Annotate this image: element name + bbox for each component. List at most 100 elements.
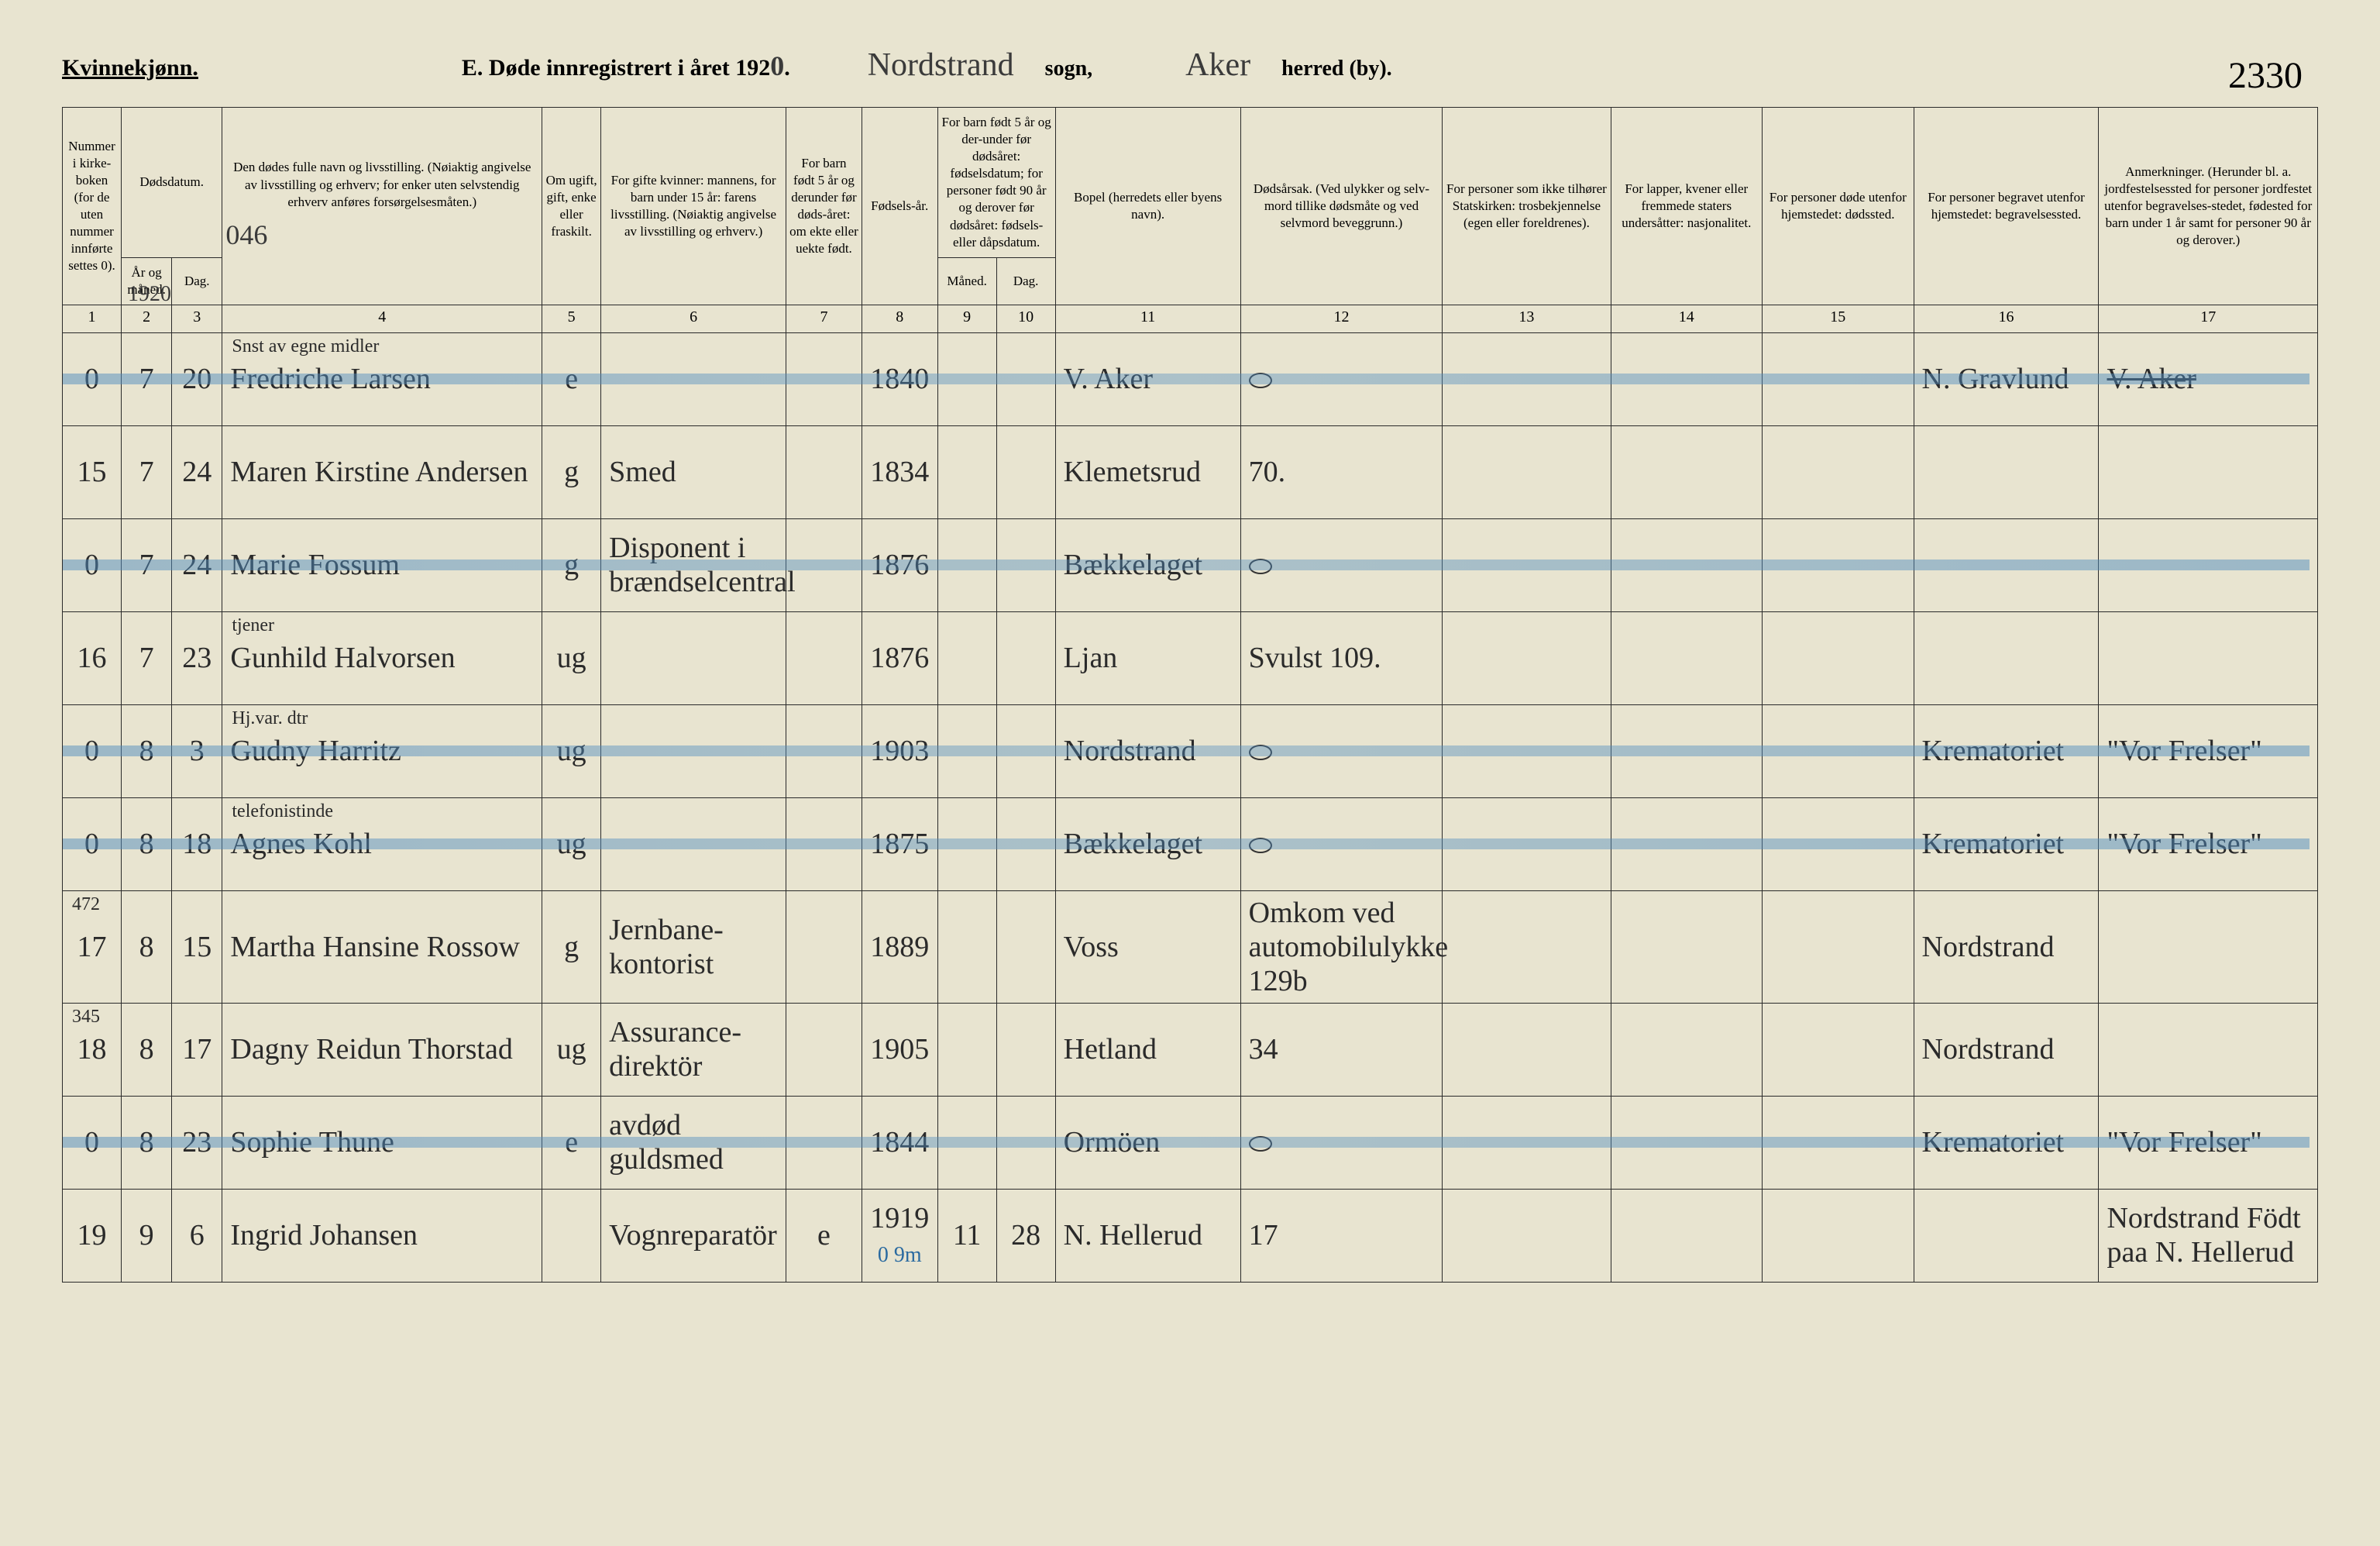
cell-c12 xyxy=(1240,332,1443,425)
colnum: 15 xyxy=(1763,305,1914,332)
cell-c9 xyxy=(937,1003,996,1096)
col-5-header: Om ugift, gift, enke eller fraskilt. xyxy=(542,108,601,305)
cell-c10 xyxy=(996,1003,1055,1096)
ledger-table: Nummer i kirke-boken (for de uten nummer… xyxy=(62,107,2318,1283)
cell-c7 xyxy=(786,1096,862,1189)
cell-c11: Ljan xyxy=(1055,611,1240,704)
cell-c1: 47217 xyxy=(63,890,122,1003)
cell-c13 xyxy=(1443,797,1611,890)
year-1920: 1920 xyxy=(128,282,171,307)
cell-c10 xyxy=(996,1096,1055,1189)
cell-c14 xyxy=(1611,890,1763,1003)
cell-c9 xyxy=(937,611,996,704)
page-number: 2330 xyxy=(2228,54,2303,97)
cell-c8: 1889 xyxy=(862,890,937,1003)
colnum: 10 xyxy=(996,305,1055,332)
cell-c3: 18 xyxy=(172,797,222,890)
cell-c4: telefonistindeAgnes Kohl xyxy=(222,797,542,890)
col-13-header: For personer som ikke tilhører Statskirk… xyxy=(1443,108,1611,305)
cell-c6: Smed xyxy=(601,425,786,518)
cell-c15 xyxy=(1763,518,1914,611)
colnum: 9 xyxy=(937,305,996,332)
cell-c15 xyxy=(1763,704,1914,797)
herred-value: Aker xyxy=(1185,46,1250,84)
cell-c14 xyxy=(1611,797,1763,890)
cell-c16 xyxy=(1914,1189,2099,1282)
cell-c3: 6 xyxy=(172,1189,222,1282)
cell-c8: 1834 xyxy=(862,425,937,518)
cell-c13 xyxy=(1443,611,1611,704)
cell-c15 xyxy=(1763,890,1914,1003)
gender-heading: Kvinnekjønn. xyxy=(62,55,198,81)
cell-c5: ug xyxy=(542,611,601,704)
cell-c9: 11 xyxy=(937,1189,996,1282)
cell-c6: avdød guldsmed xyxy=(601,1096,786,1189)
colnum: 6 xyxy=(601,305,786,332)
cell-c14 xyxy=(1611,704,1763,797)
col-11-header: Bopel (herredets eller byens navn). xyxy=(1055,108,1240,305)
cell-c13 xyxy=(1443,518,1611,611)
cell-c14 xyxy=(1611,518,1763,611)
col-16-header: For personer begravet utenfor hjemstedet… xyxy=(1914,108,2099,305)
col-17-header: Anmerkninger. (Herunder bl. a. jordfeste… xyxy=(2099,108,2318,305)
cell-c7 xyxy=(786,332,862,425)
table-row: 0818telefonistindeAgnes Kohlug1875Bækkel… xyxy=(63,797,2318,890)
table-row: 15724Maren Kirstine AndersengSmed1834Kle… xyxy=(63,425,2318,518)
cell-c5: g xyxy=(542,425,601,518)
cell-c5: e xyxy=(542,1096,601,1189)
cell-c10 xyxy=(996,611,1055,704)
year-suffix: 0 xyxy=(770,50,784,81)
cell-c15 xyxy=(1763,425,1914,518)
cell-c7 xyxy=(786,425,862,518)
cell-c5: g xyxy=(542,890,601,1003)
col-4-header: Den dødes fulle navn og livsstilling. (N… xyxy=(222,108,542,305)
cell-c17 xyxy=(2099,1003,2318,1096)
cell-c16: Nordstrand xyxy=(1914,1003,2099,1096)
cell-c13 xyxy=(1443,1189,1611,1282)
section-heading: E. Døde innregistrert i året 1920. xyxy=(462,50,790,82)
cell-c11: Voss xyxy=(1055,890,1240,1003)
col-1-header: Nummer i kirke-boken (for de uten nummer… xyxy=(63,108,122,305)
cell-c15 xyxy=(1763,1189,1914,1282)
cell-c2: 8 xyxy=(122,1003,172,1096)
colnum: 16 xyxy=(1914,305,2099,332)
cell-c2: 8 xyxy=(122,797,172,890)
cell-c8: 1875 xyxy=(862,797,937,890)
cell-c8: 1876 xyxy=(862,611,937,704)
cell-c2: 7 xyxy=(122,611,172,704)
cell-c11: Hetland xyxy=(1055,1003,1240,1096)
cell-c4: Sophie Thune xyxy=(222,1096,542,1189)
header-row-1: Nummer i kirke-boken (for de uten nummer… xyxy=(63,108,2318,258)
cell-c17 xyxy=(2099,518,2318,611)
column-number-row: 1 2 1920 3 4 5 6 7 8 9 10 11 12 13 14 15… xyxy=(63,305,2318,332)
col-14-header: For lapper, kvener eller fremmede stater… xyxy=(1611,108,1763,305)
col-12-header: Dødsårsak. (Ved ulykker og selv-mord til… xyxy=(1240,108,1443,305)
cell-c7 xyxy=(786,890,862,1003)
cell-c9 xyxy=(937,797,996,890)
cell-c3: 23 xyxy=(172,1096,222,1189)
cell-c14 xyxy=(1611,1096,1763,1189)
cell-c13 xyxy=(1443,1003,1611,1096)
cell-c12: Svulst 109. xyxy=(1240,611,1443,704)
cell-c16: N. Gravlund xyxy=(1914,332,2099,425)
col-15-header: For personer døde utenfor hjemstedet: dø… xyxy=(1763,108,1914,305)
cell-c1: 19 xyxy=(63,1189,122,1282)
cell-c13 xyxy=(1443,1096,1611,1189)
cell-c13 xyxy=(1443,332,1611,425)
cell-c2: 8 xyxy=(122,890,172,1003)
herred-label: herred (by). xyxy=(1281,57,1392,81)
cell-c15 xyxy=(1763,611,1914,704)
cell-c3: 15 xyxy=(172,890,222,1003)
cell-c10: 28 xyxy=(996,1189,1055,1282)
cell-c8: 1919 0 9m xyxy=(862,1189,937,1282)
colnum: 1 xyxy=(63,305,122,332)
cell-c3: 24 xyxy=(172,518,222,611)
table-row: 47217815Martha Hansine RossowgJernbane-k… xyxy=(63,890,2318,1003)
cell-c7 xyxy=(786,1003,862,1096)
cell-c3: 3 xyxy=(172,704,222,797)
cell-c16: Krematoriet xyxy=(1914,1096,2099,1189)
colnum: 17 xyxy=(2099,305,2318,332)
cell-c6 xyxy=(601,611,786,704)
ledger-page: 2330 Kvinnekjønn. E. Døde innregistrert … xyxy=(62,46,2318,1500)
cell-c2: 8 xyxy=(122,704,172,797)
